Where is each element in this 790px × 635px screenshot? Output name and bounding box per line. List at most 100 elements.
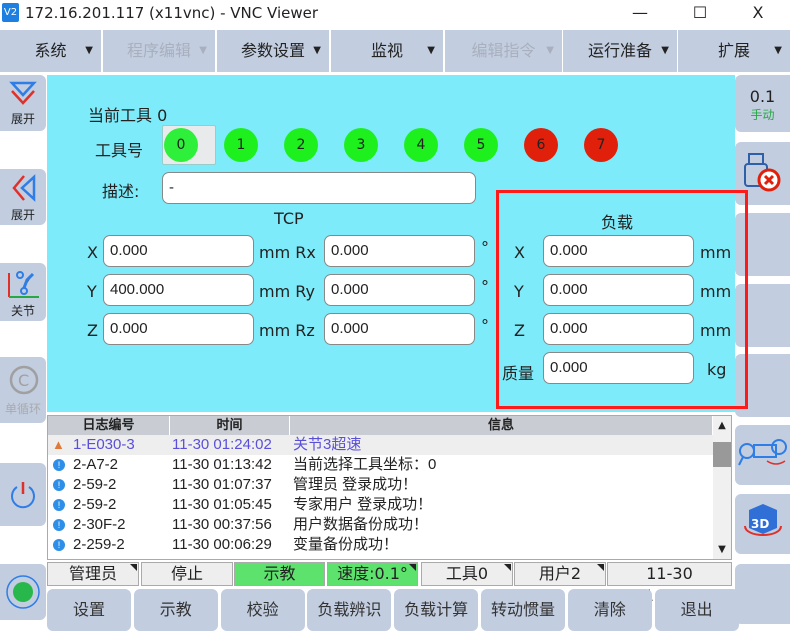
tool-7-button[interactable]: 7 [584, 128, 618, 162]
single-cycle-label: 单循环 [4, 402, 41, 416]
log-header-time: 时间 [170, 416, 290, 435]
bottom-button-5[interactable]: 转动惯量 [481, 589, 565, 631]
menu-6[interactable]: 扩展 ▼ [678, 30, 790, 72]
chevron-down-icon [9, 81, 37, 105]
status-0[interactable]: 管理员 [47, 562, 139, 586]
log-id: 2-259-2 [73, 536, 125, 553]
minimize-button[interactable]: — [632, 3, 648, 22]
record-button[interactable] [0, 564, 46, 620]
side-button-blank[interactable] [735, 213, 790, 276]
menu-2[interactable]: 参数设置 ▼ [217, 30, 329, 72]
menu-label: 程序编辑 [126, 41, 191, 60]
status-text: 管理员 [68, 564, 117, 583]
svg-text:C: C [18, 371, 29, 390]
tool-3-button[interactable]: 3 [344, 128, 378, 162]
3d-view-button[interactable]: 3D [735, 494, 790, 554]
hand-guide-button[interactable] [735, 425, 790, 485]
dropdown-arrow-icon: ▼ [427, 45, 435, 56]
log-header-message: 信息 [290, 416, 713, 435]
tcp-z-input[interactable]: 0.000 [103, 313, 254, 345]
status-5[interactable]: 用户2 [514, 562, 606, 586]
status-3[interactable]: 速度:0.1° [327, 562, 418, 586]
dropdown-arrow-icon: ▼ [661, 45, 669, 56]
scroll-down-arrow-icon[interactable]: ▼ [718, 544, 726, 555]
tcp-x-input[interactable]: 0.000 [103, 235, 254, 267]
dropdown-corner-icon [409, 564, 416, 571]
tcp-title: TCP [274, 209, 304, 228]
maximize-button[interactable]: ☐ [692, 3, 708, 22]
tcp-ry-input[interactable]: 0.000 [324, 274, 475, 306]
dropdown-arrow-icon: ▼ [85, 45, 93, 56]
tcp-rx-input[interactable]: 0.000 [324, 235, 475, 267]
log-scrollbar[interactable]: ▲ ▼ [713, 416, 731, 559]
bottom-button-0[interactable]: 设置 [47, 589, 131, 631]
menu-label: 参数设置 [240, 41, 305, 60]
power-button[interactable] [0, 463, 46, 526]
status-4[interactable]: 工具0 [421, 562, 513, 586]
description-label: 描述: [102, 182, 140, 201]
load-mass-input[interactable]: 0.000 [543, 352, 694, 384]
side-button-blank[interactable] [735, 284, 790, 347]
bottom-button-3[interactable]: 负载辨识 [307, 589, 392, 631]
usb-button[interactable] [735, 142, 790, 205]
log-message: 管理员 登录成功！ [293, 476, 418, 493]
tool-4-button[interactable]: 4 [404, 128, 438, 162]
log-row[interactable]: ! 2-59-2 11-30 01:07:37 管理员 登录成功！ [48, 475, 713, 495]
status-text: 用户2 [538, 564, 582, 583]
load-z-input[interactable]: 0.000 [543, 313, 694, 345]
log-id: 1-E030-3 [73, 436, 135, 453]
log-table: 日志编号 时间 信息 ▲ 1-E030-3 11-30 01:24:02 关节3超速!… [47, 415, 732, 560]
side-button-blank[interactable] [735, 564, 790, 624]
info-icon: ! [53, 479, 65, 491]
tool-2-button[interactable]: 2 [284, 128, 318, 162]
tool-0-button[interactable]: 0 [164, 128, 198, 162]
speed-mode-button[interactable]: 0.1 手动 [735, 75, 790, 132]
bottom-button-7[interactable]: 退出 [654, 589, 739, 631]
scrollbar-thumb[interactable] [713, 442, 731, 467]
log-row[interactable]: ! 2-30F-2 11-30 00:37:56 用户数据备份成功！ [48, 515, 713, 535]
tcp-y-label: Y [87, 282, 97, 301]
joint-mode-button[interactable]: 关节 [0, 263, 46, 321]
3d-view-icon: 3D [744, 504, 782, 536]
description-input[interactable]: - [162, 172, 476, 204]
log-row[interactable]: ! 2-59-2 11-30 01:05:45 专家用户 登录成功！ [48, 495, 713, 515]
tool-5-button[interactable]: 5 [464, 128, 498, 162]
dropdown-arrow-icon: ▼ [774, 45, 782, 56]
log-id: 2-59-2 [73, 476, 117, 493]
log-row[interactable]: ! 2-259-2 11-30 00:06:29 变量备份成功！ [48, 535, 713, 555]
window-title: 172.16.201.117 (x11vnc) - VNC Viewer [25, 4, 319, 22]
load-y-input[interactable]: 0.000 [543, 274, 694, 306]
log-row[interactable]: ▲ 1-E030-3 11-30 01:24:02 关节3超速 [48, 435, 713, 455]
log-time: 11-30 01:05:45 [172, 496, 272, 513]
close-button[interactable]: X [752, 3, 764, 22]
load-x-unit: mm [700, 243, 732, 262]
dropdown-corner-icon [597, 564, 604, 571]
bottom-button-6[interactable]: 清除 [567, 589, 652, 631]
info-icon: ! [53, 519, 65, 531]
log-message: 用户数据备份成功！ [293, 516, 429, 533]
log-row[interactable]: ! 2-A7-2 11-30 01:13:42 当前选择工具坐标：0 [48, 455, 713, 475]
menu-0[interactable]: 系统 ▼ [0, 30, 101, 72]
tool-6-button[interactable]: 6 [524, 128, 558, 162]
bottom-button-4[interactable]: 负载计算 [394, 589, 479, 631]
load-x-label: X [514, 243, 525, 262]
tool-1-button[interactable]: 1 [224, 128, 258, 162]
usb-disconnected-icon [744, 153, 781, 192]
bottom-button-2[interactable]: 校验 [220, 589, 305, 631]
expand-down-button[interactable]: 展开 [0, 75, 46, 131]
menu-5[interactable]: 运行准备 ▼ [563, 30, 677, 72]
tcp-rz-input[interactable]: 0.000 [324, 313, 475, 345]
status-text: 示教 [263, 564, 296, 583]
log-time: 11-30 01:13:42 [172, 456, 272, 473]
log-message: 关节3超速 [293, 436, 362, 453]
tcp-y-input[interactable]: 400.000 [103, 274, 254, 306]
load-mass-unit: kg [707, 360, 727, 379]
scroll-up-arrow-icon[interactable]: ▲ [718, 420, 726, 431]
menu-3[interactable]: 监视 ▼ [331, 30, 443, 72]
load-x-input[interactable]: 0.000 [543, 235, 694, 267]
log-message: 专家用户 登录成功！ [293, 496, 433, 513]
bottom-button-1[interactable]: 示教 [133, 589, 218, 631]
expand-label: 展开 [10, 112, 35, 126]
expand-left-button[interactable]: 展开 [0, 169, 46, 225]
